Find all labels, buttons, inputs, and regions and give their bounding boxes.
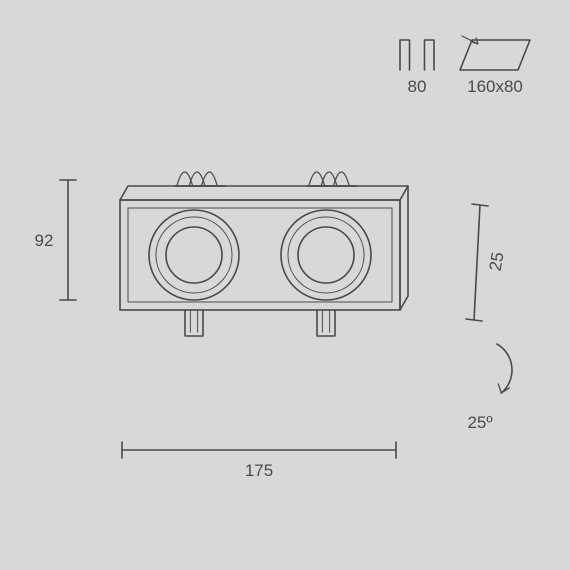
- lamp-ring-2-inner: [298, 227, 354, 283]
- lamp-ring-2-outer: [281, 210, 371, 300]
- lamp-ring-1-mid: [156, 217, 232, 293]
- fixture-inner-bezel: [128, 208, 392, 302]
- fixture-front-face: [120, 200, 400, 310]
- mount-tab-1: [185, 310, 203, 336]
- cutout-shape-icon: [460, 40, 530, 70]
- cutout-profile-icon: [400, 40, 434, 70]
- lamp-ring-2-mid: [288, 217, 364, 293]
- cutout-width-label: 80: [408, 77, 427, 96]
- height-label: 92: [35, 231, 54, 250]
- tilt-label: 25º: [467, 413, 492, 432]
- lamp-ring-1-outer: [149, 210, 239, 300]
- depth-label: 25: [486, 251, 508, 273]
- mount-tab-2: [317, 310, 335, 336]
- dim-line-depth: [474, 205, 480, 320]
- fixture-top-face: [120, 186, 408, 200]
- width-label: 175: [245, 461, 273, 480]
- technical-diagram: 80 160x80 92 175 25 25º: [0, 0, 570, 570]
- lamp-ring-1-inner: [166, 227, 222, 283]
- fixture-side-face: [400, 186, 408, 310]
- cutout-size-label: 160x80: [467, 77, 523, 96]
